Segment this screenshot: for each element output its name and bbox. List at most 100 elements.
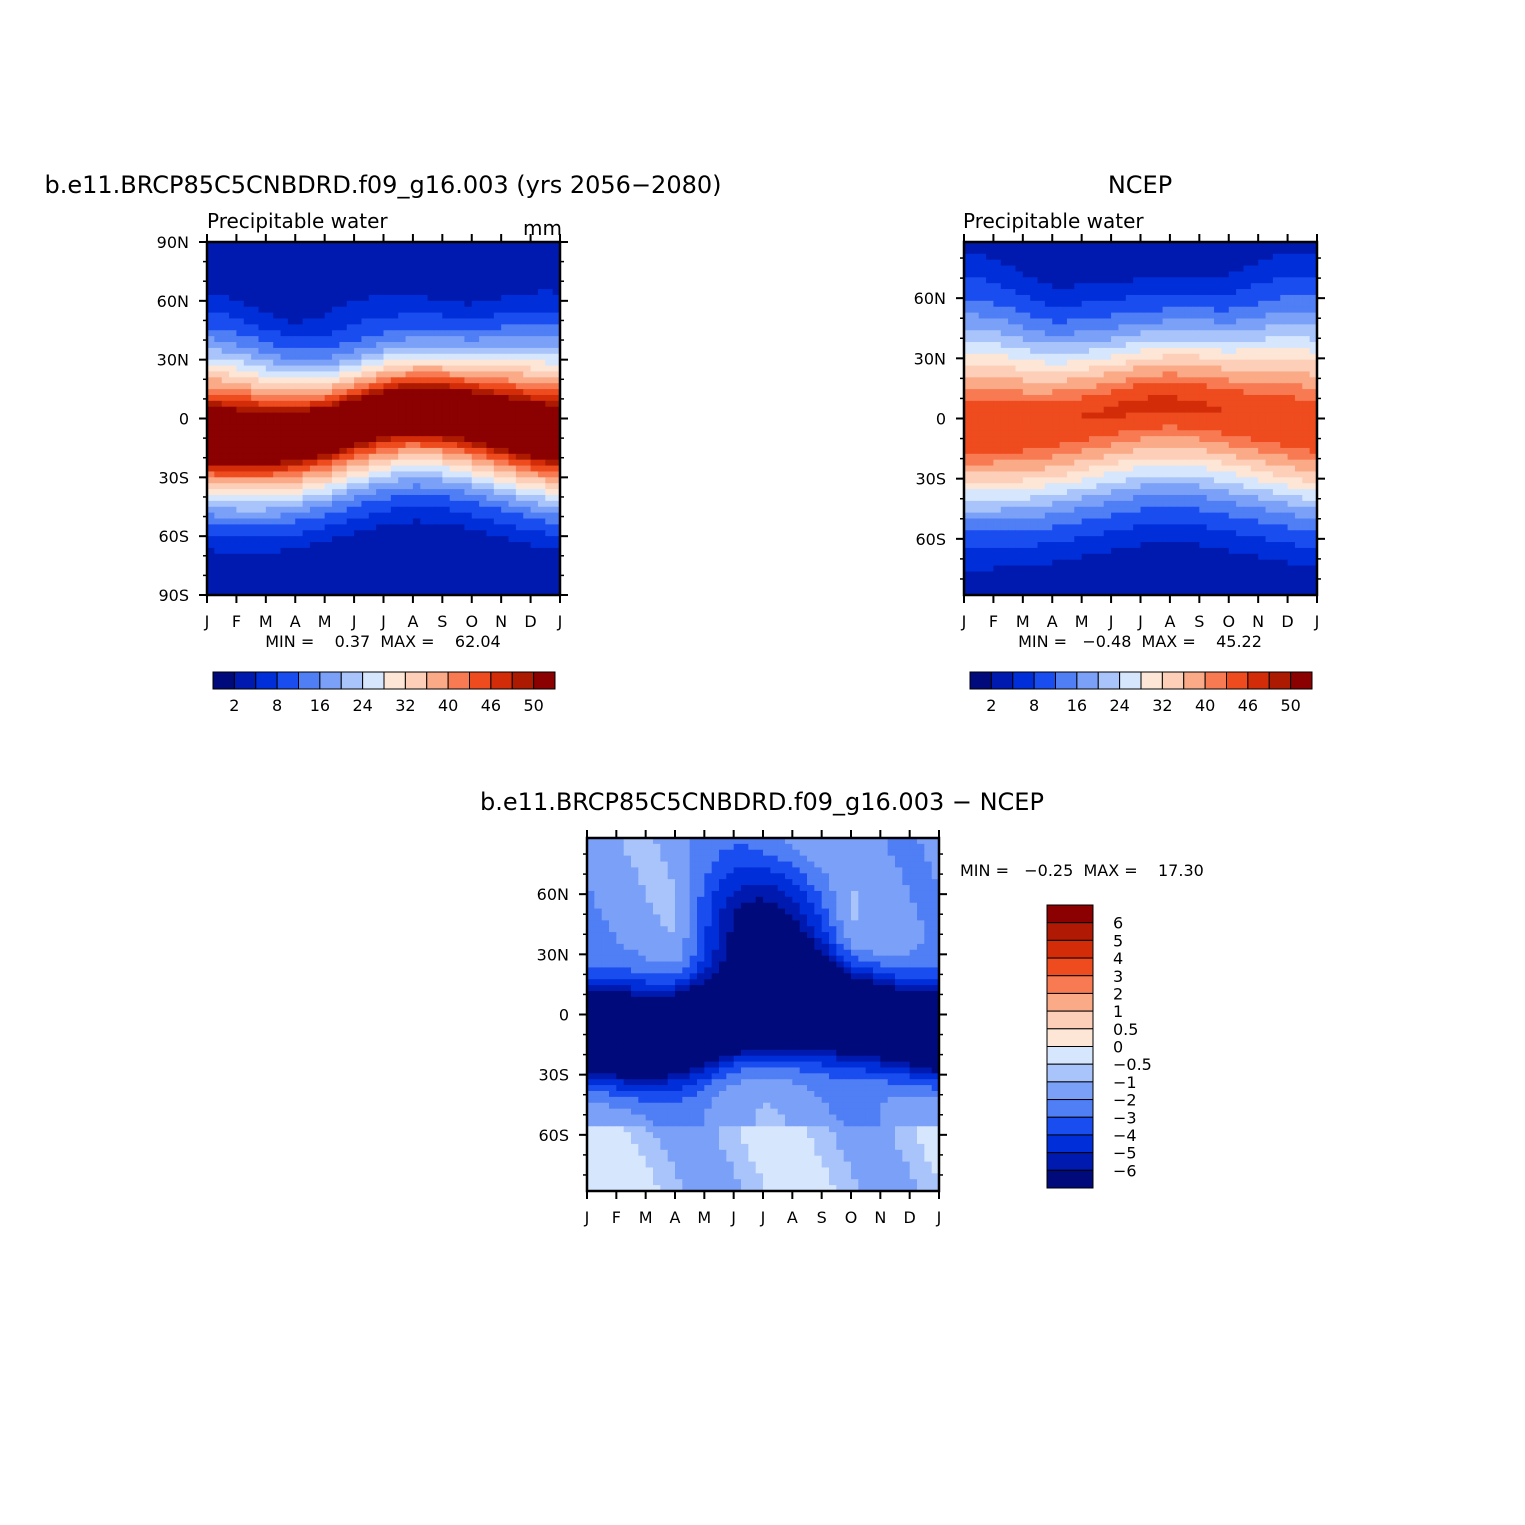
model-heatmap-cell [545, 500, 554, 508]
obs-heatmap-cell [1000, 312, 1009, 320]
model-heatmap-cell [243, 283, 252, 290]
model-heatmap-cell [280, 365, 289, 373]
model-heatmap-cell [398, 524, 407, 531]
model-heatmap-cell [214, 565, 223, 573]
model-heatmap-cell [434, 565, 443, 573]
obs-heatmap-cell [1118, 400, 1127, 408]
model-heatmap-cell [207, 347, 215, 355]
model-heatmap-cell [332, 283, 340, 290]
model-heatmap-cell [515, 371, 524, 378]
model-heatmap-cell [515, 459, 524, 467]
obs-heatmap-cell [1191, 259, 1200, 267]
model-heatmap-cell [493, 336, 502, 343]
model-heatmap-cell [390, 436, 399, 443]
model-heatmap-cell [442, 265, 451, 273]
obs-heatmap-cell [1287, 247, 1296, 255]
obs-heatmap-cell [1133, 277, 1142, 284]
obs-heatmap-cell [1096, 253, 1105, 261]
model-heatmap-cell [508, 453, 517, 461]
model-heatmap-cell [464, 430, 473, 437]
model-heatmap-cell [368, 371, 377, 378]
model-heatmap-cell [390, 300, 399, 308]
model-heatmap-cell [449, 553, 458, 561]
model-heatmap-cell [383, 447, 392, 455]
obs-heatmap-cell [1228, 347, 1237, 355]
model-heatmap-cell [523, 483, 532, 490]
obs-heatmap-cell [1280, 377, 1289, 384]
model-heatmap-cell [442, 536, 451, 543]
obs-heatmap-cell [1133, 253, 1142, 261]
obs-heatmap-cell [1169, 289, 1178, 296]
obs-heatmap-cell [1052, 359, 1061, 367]
obs-heatmap-cell [1030, 371, 1039, 378]
model-heatmap-cell [501, 400, 510, 408]
obs-heatmap-cell [1037, 436, 1046, 443]
model-heatmap-cell [427, 418, 436, 425]
obs-heatmap-cell [1236, 294, 1245, 302]
model-heatmap-cell [229, 247, 238, 255]
model-heatmap-cell [508, 253, 517, 261]
model-heatmap-cell [479, 465, 488, 473]
obs-heatmap-cell [1081, 436, 1090, 443]
model-heatmap-cell [346, 247, 355, 255]
model-heatmap-cell [302, 371, 311, 378]
obs-heatmap-cell [1103, 253, 1112, 261]
obs-heatmap-cell [1118, 371, 1127, 378]
model-heatmap-cell [442, 430, 451, 437]
model-heatmap-cell [280, 394, 289, 402]
obs-heatmap-cell [1030, 353, 1039, 361]
model-heatmap-cell [354, 359, 363, 367]
obs-heatmap-cell [1147, 330, 1156, 337]
model-heatmap-cell [368, 589, 377, 596]
obs-heatmap-cell [1133, 318, 1142, 325]
obs-heatmap-cell [1125, 271, 1134, 278]
model-heatmap-cell [309, 518, 318, 525]
obs-heatmap-cell [1037, 430, 1046, 437]
model-heatmap-cell [479, 318, 488, 325]
obs-heatmap-cell [1015, 342, 1024, 349]
model-heatmap-cell [368, 447, 377, 455]
obs-heatmap-cell [1243, 459, 1252, 467]
obs-heatmap-cell [1184, 289, 1193, 296]
obs-heatmap-cell [1074, 294, 1083, 302]
obs-heatmap-cell [1162, 300, 1171, 308]
obs-heatmap-cell [1228, 418, 1237, 425]
model-heatmap-cell [442, 359, 451, 367]
model-heatmap-cell [317, 471, 326, 478]
model-heatmap-cell [434, 389, 443, 396]
model-heatmap-cell [273, 324, 282, 331]
obs-heatmap-cell [1265, 330, 1274, 337]
obs-heatmap-cell [1169, 471, 1178, 478]
model-heatmap-cell [515, 518, 524, 525]
obs-heatmap-cell [1287, 453, 1296, 461]
model-heatmap-cell [317, 394, 326, 402]
model-heatmap-cell [302, 506, 311, 514]
model-heatmap-cell [258, 271, 267, 278]
model-heatmap-cell [265, 453, 274, 461]
model-heatmap-cell [530, 453, 539, 461]
obs-heatmap-cell [1155, 336, 1164, 343]
model-heatmap-cell [515, 547, 524, 555]
obs-heatmap-cell [1236, 383, 1245, 390]
model-heatmap-cell [501, 294, 510, 302]
model-heatmap-cell [273, 277, 282, 284]
model-heatmap-cell [207, 453, 215, 461]
obs-heatmap-cell [1228, 377, 1237, 384]
obs-heatmap-cell [1272, 412, 1281, 420]
obs-heatmap-cell [978, 371, 987, 378]
obs-heatmap-cell [1052, 371, 1061, 378]
model-heatmap-cell [530, 559, 539, 567]
obs-heatmap-cell [971, 265, 980, 273]
model-heatmap-cell [280, 259, 289, 267]
model-heatmap-cell [258, 436, 267, 443]
obs-heatmap-cell [1280, 477, 1289, 484]
obs-heatmap-cell [1125, 459, 1134, 467]
model-heatmap-cell [471, 471, 480, 478]
obs-heatmap-cell [1059, 406, 1068, 414]
obs-heatmap-cell [971, 442, 980, 449]
model-heatmap-cell [302, 359, 311, 367]
model-heatmap-cell [405, 489, 414, 496]
model-heatmap-cell [545, 494, 554, 502]
model-heatmap-cell [317, 506, 326, 514]
model-heatmap-cell [420, 383, 429, 390]
